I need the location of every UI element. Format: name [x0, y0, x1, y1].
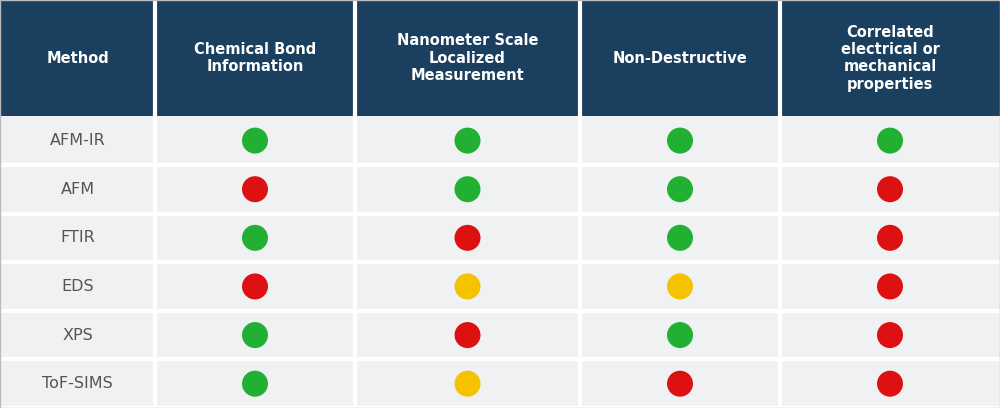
Ellipse shape [454, 322, 480, 348]
Bar [580, 262, 780, 311]
Bar [780, 165, 1000, 213]
Ellipse shape [454, 225, 480, 251]
Text: Correlated
electrical or
mechanical
properties: Correlated electrical or mechanical prop… [841, 24, 939, 92]
Ellipse shape [242, 371, 268, 397]
Ellipse shape [667, 225, 693, 251]
Text: XPS: XPS [62, 328, 93, 343]
Bar [780, 262, 1000, 311]
Text: Chemical Bond
Information: Chemical Bond Information [194, 42, 316, 74]
Ellipse shape [242, 273, 268, 299]
Bar [355, 213, 580, 262]
Bar [0, 262, 155, 311]
Ellipse shape [877, 176, 903, 202]
Bar [780, 359, 1000, 408]
Text: Method: Method [46, 51, 109, 66]
Bar [155, 311, 355, 359]
Text: FTIR: FTIR [60, 231, 95, 245]
Bar [780, 311, 1000, 359]
Ellipse shape [454, 176, 480, 202]
Ellipse shape [667, 176, 693, 202]
Ellipse shape [454, 128, 480, 153]
Bar [155, 165, 355, 213]
Ellipse shape [877, 322, 903, 348]
Bar [580, 311, 780, 359]
Bar [155, 0, 355, 116]
Bar [0, 0, 155, 116]
Bar [0, 213, 155, 262]
Ellipse shape [667, 322, 693, 348]
Bar [580, 359, 780, 408]
Bar [580, 165, 780, 213]
Bar [355, 165, 580, 213]
Ellipse shape [877, 128, 903, 153]
Bar [0, 359, 155, 408]
Bar [780, 213, 1000, 262]
Ellipse shape [877, 225, 903, 251]
Ellipse shape [454, 273, 480, 299]
Ellipse shape [667, 128, 693, 153]
Ellipse shape [877, 273, 903, 299]
Ellipse shape [667, 273, 693, 299]
Ellipse shape [877, 371, 903, 397]
Bar [355, 0, 580, 116]
Bar [155, 213, 355, 262]
Ellipse shape [242, 176, 268, 202]
Bar [155, 116, 355, 165]
Bar [355, 262, 580, 311]
Ellipse shape [242, 225, 268, 251]
Bar [155, 262, 355, 311]
Bar [155, 359, 355, 408]
Bar [780, 116, 1000, 165]
Bar [0, 311, 155, 359]
Bar [355, 311, 580, 359]
Bar [355, 359, 580, 408]
Ellipse shape [242, 322, 268, 348]
Ellipse shape [242, 128, 268, 153]
Bar [580, 213, 780, 262]
Text: AFM-IR: AFM-IR [50, 133, 105, 148]
Text: Non-Destructive: Non-Destructive [613, 51, 747, 66]
Text: EDS: EDS [61, 279, 94, 294]
Text: AFM: AFM [60, 182, 95, 197]
Bar [780, 0, 1000, 116]
Bar [0, 165, 155, 213]
Bar [580, 116, 780, 165]
Bar [0, 116, 155, 165]
Bar [580, 0, 780, 116]
Text: Nanometer Scale
Localized
Measurement: Nanometer Scale Localized Measurement [397, 33, 538, 83]
Ellipse shape [454, 371, 480, 397]
Text: ToF-SIMS: ToF-SIMS [42, 376, 113, 391]
Bar [355, 116, 580, 165]
Ellipse shape [667, 371, 693, 397]
